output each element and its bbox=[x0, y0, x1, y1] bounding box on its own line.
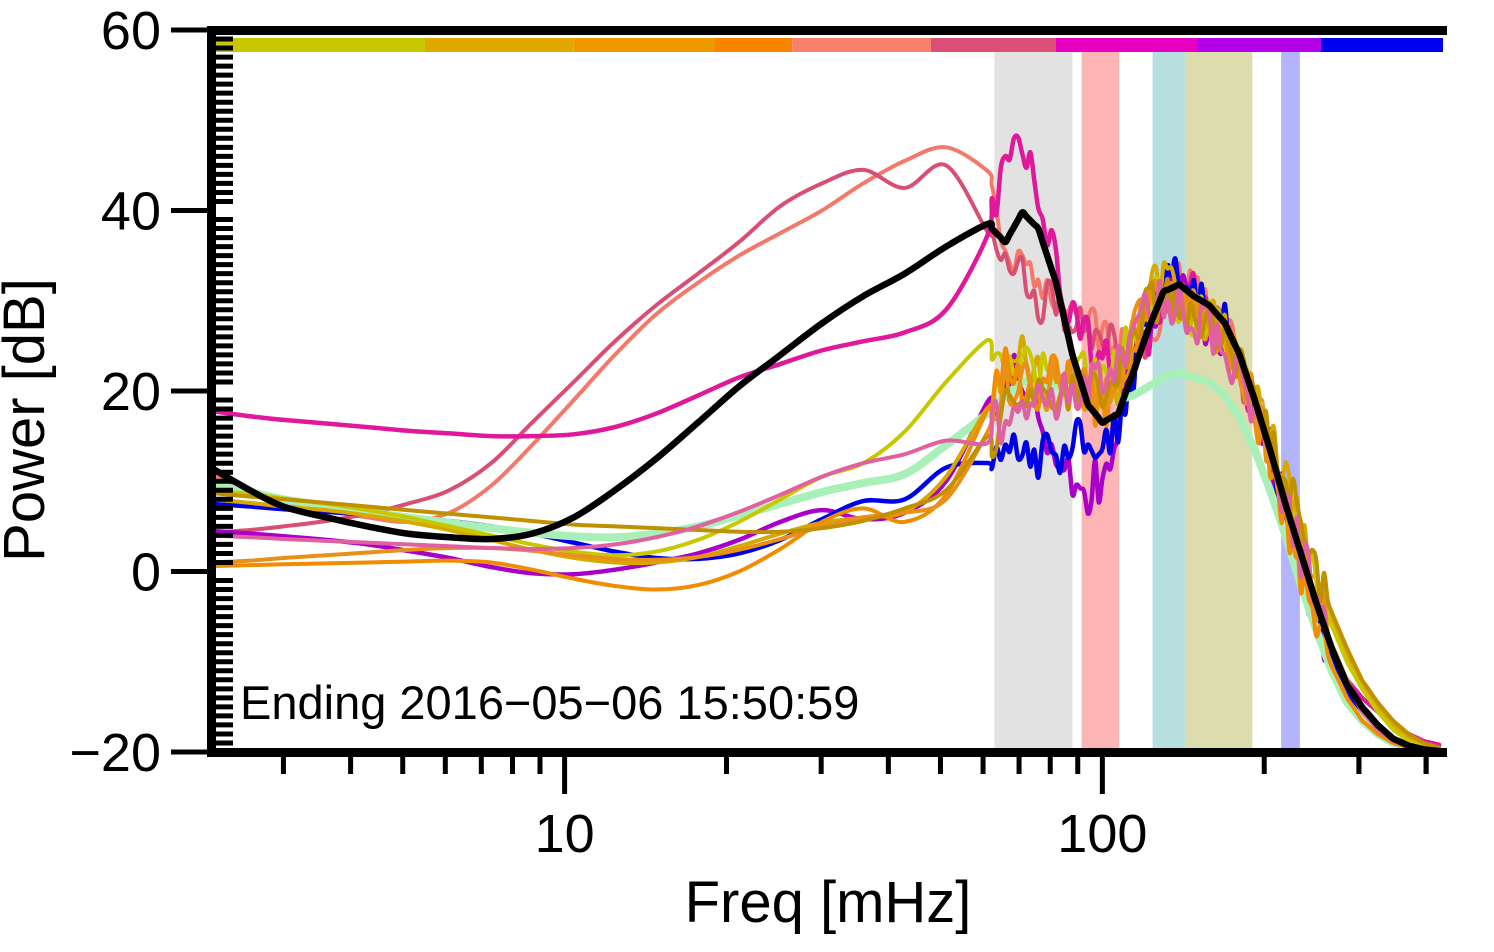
band-khaki bbox=[1185, 52, 1253, 752]
y-axis-label: Power [dB] bbox=[0, 278, 57, 562]
frame-top bbox=[207, 26, 1447, 35]
frame-left bbox=[207, 26, 216, 756]
color-bar-segment-1 bbox=[211, 38, 425, 52]
plot-annotation: Ending 2016−05−06 15:50:59 bbox=[240, 676, 859, 729]
color-bar-segment-2 bbox=[424, 38, 574, 52]
color-bar-segment-5 bbox=[792, 38, 931, 52]
y-tick-label: 40 bbox=[101, 182, 161, 242]
band-lavender bbox=[1281, 52, 1300, 752]
top-color-bar bbox=[211, 38, 1443, 52]
x-tick-label: 100 bbox=[1057, 804, 1147, 864]
spectrum-curves bbox=[207, 133, 1444, 756]
x-tick-label: 10 bbox=[535, 804, 595, 864]
frame-bottom bbox=[207, 748, 1447, 757]
y-tick-label: 60 bbox=[101, 1, 161, 61]
color-bar-segment-6 bbox=[930, 38, 1057, 52]
color-bar-segment-7 bbox=[1056, 38, 1198, 52]
curve-mean bbox=[207, 209, 1443, 755]
color-bar-segment-9 bbox=[1320, 38, 1443, 52]
x-axis-label: Freq [mHz] bbox=[685, 870, 972, 935]
axis-tick-labels: 60 40 20 0 −20 10 100 bbox=[69, 1, 1147, 864]
axes-frame bbox=[207, 26, 1447, 757]
color-bar-segment-3 bbox=[573, 38, 715, 52]
color-bar-segment-4 bbox=[714, 38, 793, 52]
y-tick-label: −20 bbox=[69, 723, 161, 783]
y-tick-label: 0 bbox=[131, 543, 161, 603]
color-bar-segment-8 bbox=[1197, 38, 1321, 52]
curve-station-darkgold-11 bbox=[209, 277, 1442, 750]
y-tick-label: 20 bbox=[101, 362, 161, 422]
axis-ticks bbox=[171, 27, 1429, 794]
band-cyan bbox=[1152, 52, 1186, 752]
